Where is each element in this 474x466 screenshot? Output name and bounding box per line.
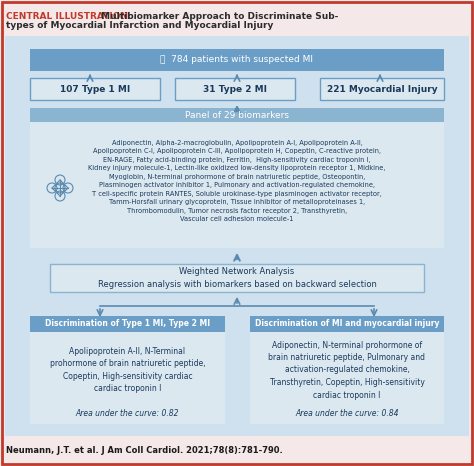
FancyBboxPatch shape — [30, 108, 444, 122]
Text: Area under the curve: 0.84: Area under the curve: 0.84 — [295, 409, 399, 418]
Text: 107 Type 1 MI: 107 Type 1 MI — [60, 84, 130, 94]
Text: Multibiomarker Approach to Discriminate Sub-: Multibiomarker Approach to Discriminate … — [98, 12, 338, 21]
FancyBboxPatch shape — [250, 332, 444, 424]
FancyBboxPatch shape — [30, 316, 225, 332]
FancyBboxPatch shape — [30, 332, 225, 424]
FancyBboxPatch shape — [250, 316, 444, 332]
Text: Adiponectin, N-terminal prohormone of
brain natriuretic peptide, Pulmonary and
a: Adiponectin, N-terminal prohormone of br… — [268, 341, 426, 399]
Text: 221 Myocardial Injury: 221 Myocardial Injury — [327, 84, 438, 94]
FancyBboxPatch shape — [320, 78, 444, 100]
Bar — [5, 36, 469, 436]
Text: CENTRAL ILLUSTRATION:: CENTRAL ILLUSTRATION: — [6, 12, 132, 21]
Text: Discrimination of MI and myocardial injury: Discrimination of MI and myocardial inju… — [255, 320, 439, 329]
Text: Weighted Network Analysis
Regression analysis with biomarkers based on backward : Weighted Network Analysis Regression ana… — [98, 267, 376, 289]
Text: 👥  784 patients with suspected MI: 👥 784 patients with suspected MI — [161, 55, 313, 64]
Text: Apolipoprotein A-II, N-Terminal
prohormone of brain natriuretic peptide,
Copepti: Apolipoprotein A-II, N-Terminal prohormo… — [50, 347, 205, 393]
Text: types of Myocardial Infarction and Myocardial Injury: types of Myocardial Infarction and Myoca… — [6, 21, 273, 30]
Text: Adiponectin, Alpha-2-macroglobulin, Apolipoprotein A-I, Apolipoprotein A-II,
Apo: Adiponectin, Alpha-2-macroglobulin, Apol… — [88, 140, 386, 222]
Text: Discrimination of Type 1 MI, Type 2 MI: Discrimination of Type 1 MI, Type 2 MI — [45, 320, 210, 329]
FancyBboxPatch shape — [30, 122, 444, 248]
Text: 31 Type 2 MI: 31 Type 2 MI — [203, 84, 267, 94]
Text: Neumann, J.T. et al. J Am Coll Cardiol. 2021;78(8):781-790.: Neumann, J.T. et al. J Am Coll Cardiol. … — [6, 446, 283, 455]
FancyBboxPatch shape — [50, 264, 424, 292]
FancyBboxPatch shape — [30, 49, 444, 71]
Text: Area under the curve: 0.82: Area under the curve: 0.82 — [76, 409, 179, 418]
FancyBboxPatch shape — [175, 78, 295, 100]
FancyBboxPatch shape — [30, 78, 160, 100]
Text: Panel of 29 biomarkers: Panel of 29 biomarkers — [185, 110, 289, 119]
